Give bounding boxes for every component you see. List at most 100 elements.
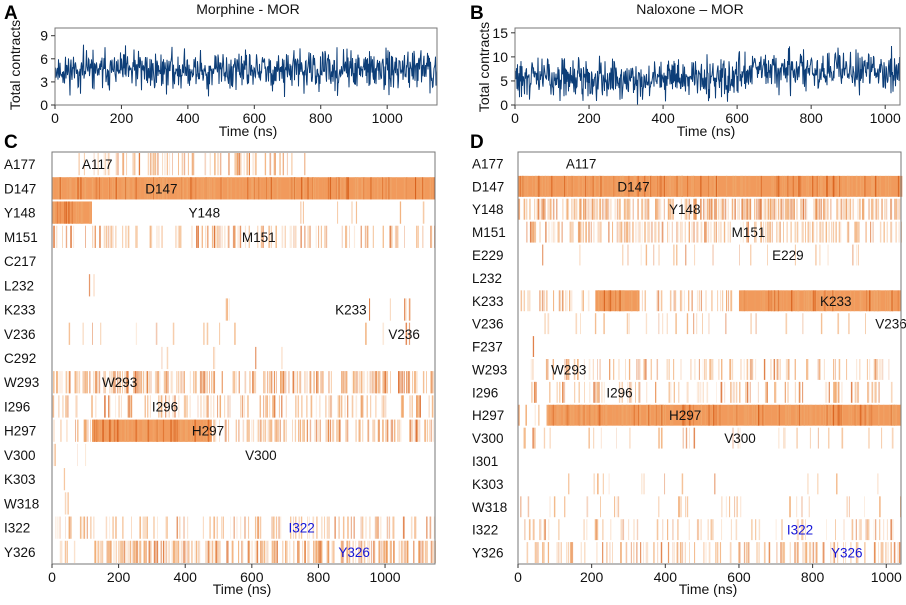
heat-bar-w318 xyxy=(564,496,566,518)
heat-bar-y326 xyxy=(362,540,364,563)
heat-bar-w293 xyxy=(104,371,106,394)
heat-bar-w293 xyxy=(112,371,115,394)
heat-bar-y326 xyxy=(373,540,375,563)
heat-bar-i322 xyxy=(84,516,86,539)
heat-bar-h297 xyxy=(629,404,632,426)
heat-bar-d147 xyxy=(60,177,63,200)
heat-bar-d147 xyxy=(154,177,156,200)
heat-bar-i322 xyxy=(362,516,364,539)
heat-bar-m151 xyxy=(149,225,152,248)
heat-bar-k233 xyxy=(869,290,871,312)
heat-bar-y148 xyxy=(777,198,779,220)
x-tick-label-400: 400 xyxy=(654,569,678,585)
heat-bar-h297 xyxy=(398,419,400,442)
heat-bar-k233 xyxy=(780,290,782,312)
heat-bar-y148 xyxy=(571,198,573,220)
heat-bar-y148 xyxy=(727,198,729,220)
heat-bar-i296 xyxy=(75,395,77,418)
heat-bar-i296 xyxy=(273,395,275,418)
heat-bar-k303 xyxy=(807,473,809,495)
row-label-v236: V236 xyxy=(472,317,504,332)
heat-bar-h297 xyxy=(534,404,536,426)
heat-bar-d147 xyxy=(301,177,303,200)
heat-bar-m151 xyxy=(360,225,362,248)
heat-bar-h297 xyxy=(394,419,396,442)
heat-bar-v236 xyxy=(575,313,578,335)
heat-bar-w293 xyxy=(145,371,147,394)
row-annotation-a117: A117 xyxy=(82,157,113,172)
heat-bar-d147 xyxy=(897,175,900,197)
heat-bar-i296 xyxy=(534,381,536,403)
heat-bar-i296 xyxy=(158,395,160,418)
heat-bar-v236 xyxy=(645,313,648,335)
heat-bar-i296 xyxy=(559,381,561,403)
heat-bar-y326 xyxy=(633,542,635,563)
heat-bar-h297 xyxy=(684,404,686,426)
heat-bar-w293 xyxy=(56,371,58,394)
heat-bar-i322 xyxy=(295,516,297,539)
heat-bar-y148 xyxy=(857,198,859,220)
heat-bar-w293 xyxy=(412,371,414,394)
heat-bar-v300 xyxy=(543,427,546,449)
heat-bar-w293 xyxy=(61,371,63,394)
heat-bar-y148 xyxy=(56,201,59,224)
heat-bar-i322 xyxy=(388,516,391,539)
heat-bar-h297 xyxy=(778,404,780,426)
heat-bar-m151 xyxy=(318,225,320,248)
heat-bar-i322 xyxy=(886,519,888,541)
heat-bar-y148 xyxy=(695,198,697,220)
heat-bar-k233 xyxy=(691,290,693,312)
heat-bar-y326 xyxy=(168,540,170,563)
heat-bar-v236 xyxy=(662,313,664,335)
heat-bar-i322 xyxy=(797,519,799,541)
heat-bar-v236 xyxy=(702,313,703,335)
heat-bar-d147 xyxy=(289,177,291,200)
heat-bar-h297 xyxy=(891,404,894,426)
heat-bar-h297 xyxy=(745,404,747,426)
heat-bar-m151 xyxy=(596,221,599,243)
heat-bar-d147 xyxy=(335,177,338,200)
heat-bar-d147 xyxy=(66,177,69,200)
heat-bar-h297 xyxy=(618,404,620,426)
heat-bar-i296 xyxy=(678,381,680,403)
heat-bar-y326 xyxy=(148,540,149,563)
heat-bar-k233 xyxy=(728,290,730,312)
heat-bar-w293 xyxy=(89,371,91,394)
heat-bar-h297 xyxy=(156,419,158,442)
heat-bar-d147 xyxy=(139,177,141,200)
heat-bar-w293 xyxy=(53,371,55,394)
heat-bar-h297 xyxy=(560,404,561,426)
heat-bar-m151 xyxy=(872,221,874,243)
heat-bar-h297 xyxy=(883,404,885,426)
heat-bar-i322 xyxy=(278,516,280,539)
heat-bar-h297 xyxy=(373,419,375,442)
heat-bar-y148 xyxy=(890,198,891,220)
heat-bar-i296 xyxy=(402,395,404,418)
heat-bar-w293 xyxy=(588,359,591,380)
heat-bar-d147 xyxy=(602,175,604,197)
heat-bar-y148 xyxy=(749,198,752,220)
heat-bar-w293 xyxy=(140,371,142,394)
heat-bar-y326 xyxy=(571,542,573,563)
heat-bar-d147 xyxy=(181,177,183,200)
heat-bar-m151 xyxy=(127,225,129,248)
heat-bar-h297 xyxy=(785,404,787,426)
heat-bar-h297 xyxy=(708,404,710,426)
heat-bar-y326 xyxy=(352,540,354,563)
panel-b-title: Naloxone – MOR xyxy=(636,1,743,17)
heat-bar-m151 xyxy=(786,221,788,243)
heat-bar-h297 xyxy=(870,404,872,426)
heat-bar-d147 xyxy=(725,175,728,197)
heat-bar-k233 xyxy=(369,298,371,321)
heat-bar-y326 xyxy=(162,540,164,563)
heat-bar-m151 xyxy=(221,225,223,248)
heat-bar-y148 xyxy=(351,201,353,224)
heat-bar-i322 xyxy=(610,519,612,541)
heat-bar-m151 xyxy=(667,221,668,243)
heat-bar-k233 xyxy=(623,290,625,312)
heat-bar-v236 xyxy=(203,322,205,345)
heat-bar-w293 xyxy=(75,371,77,394)
heat-bar-w293 xyxy=(773,359,775,380)
heat-bar-y148 xyxy=(818,198,820,220)
heat-bar-d147 xyxy=(824,175,826,197)
